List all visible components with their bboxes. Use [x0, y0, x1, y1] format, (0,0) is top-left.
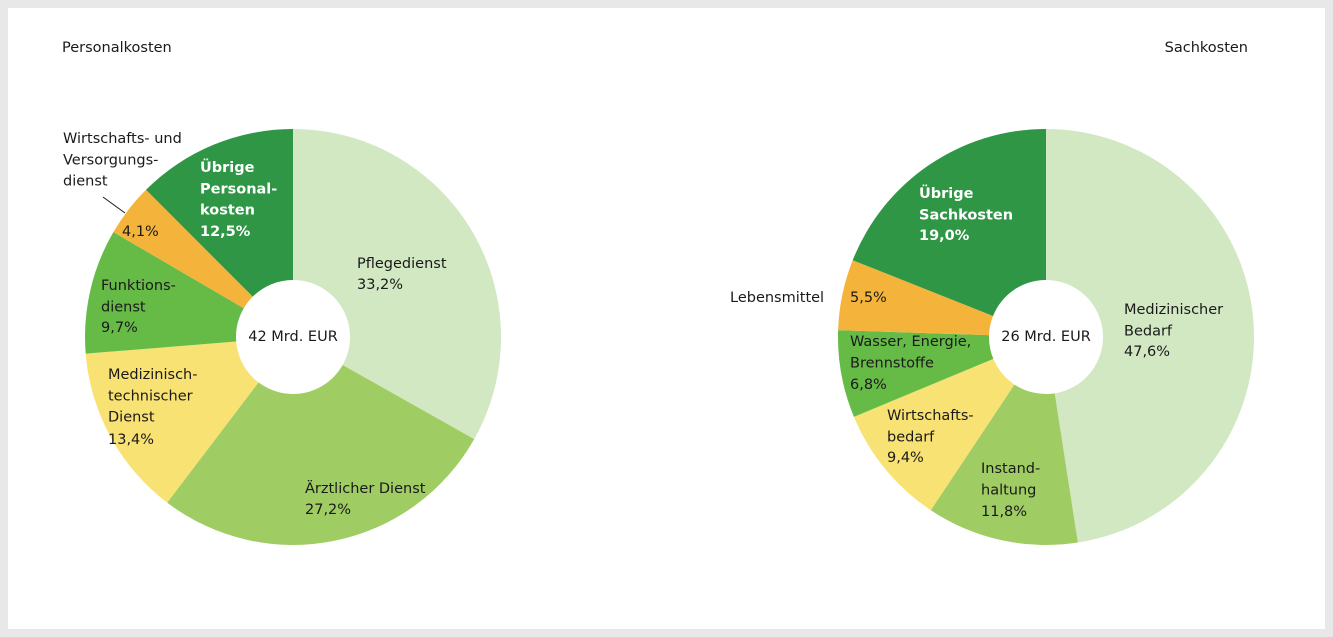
value-label: 12,5% [200, 224, 251, 240]
donut-slice [293, 129, 502, 440]
value-label: 47,6% [1124, 344, 1170, 360]
donut-slice [167, 364, 475, 545]
slice-label: Ärztlicher Dienst [305, 479, 426, 497]
donut-slice [852, 129, 1046, 316]
value-label: 11,8% [981, 504, 1027, 520]
slice-label: Bedarf [1124, 323, 1173, 339]
slice-label: Übrige [200, 158, 255, 176]
value-label: 33,2% [357, 277, 403, 293]
value-label: 27,2% [305, 502, 351, 518]
slice-label: Pflegedienst [357, 256, 447, 272]
value-label: 9,4% [887, 450, 924, 466]
slice-label: Versorgungs- [63, 152, 158, 168]
slice-label: dienst [101, 299, 146, 315]
slice-label: Sachkosten [919, 207, 1013, 223]
value-label: 4,1% [122, 224, 159, 240]
donut-slice [146, 129, 293, 297]
slice-label: Dienst [108, 410, 155, 426]
donut-slice [1046, 129, 1255, 543]
donut-slice [838, 330, 994, 417]
donut-slice [113, 189, 253, 309]
value-label: 9,7% [101, 320, 138, 336]
slice-label: kosten [200, 203, 255, 219]
value-label: 6,8% [850, 377, 887, 393]
slice-label: Funktions- [101, 278, 176, 294]
chart-title: Sachkosten [1165, 40, 1248, 56]
center-label: 26 Mrd. EUR [1001, 329, 1091, 345]
value-label: 19,0% [919, 228, 970, 244]
slice-label: Wirtschafts- und [63, 131, 182, 147]
donut-slice [838, 260, 994, 336]
donut-slice [85, 232, 244, 354]
slice-label: technischer [108, 388, 193, 404]
slice-label: Personal- [200, 181, 277, 197]
slice-label: bedarf [887, 429, 935, 445]
slice-label: Brennstoffe [850, 355, 934, 371]
slice-label: haltung [981, 482, 1036, 498]
slice-label: Medizinischer [1124, 302, 1223, 318]
chart-title: Personalkosten [62, 40, 172, 56]
slice-label: Medizinisch- [108, 367, 197, 383]
donut-slice [930, 384, 1078, 545]
slice-label: Wirtschafts- [887, 408, 974, 424]
donut-slice [853, 358, 1015, 511]
slice-label: Wasser, Energie, [850, 334, 971, 350]
value-label: 13,4% [108, 432, 154, 448]
slice-label: dienst [63, 174, 108, 190]
slice-label: Lebensmittel [730, 290, 824, 306]
leader-line [102, 196, 126, 214]
slice-label: Übrige [919, 184, 974, 202]
center-label: 42 Mrd. EUR [248, 329, 338, 345]
donut-slice [85, 341, 259, 503]
slice-label: Instand- [981, 461, 1040, 477]
value-label: 5,5% [850, 290, 887, 306]
